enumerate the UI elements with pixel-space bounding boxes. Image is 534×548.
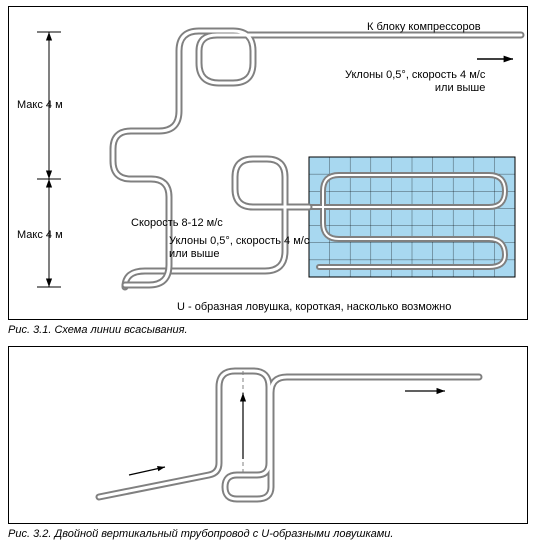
label-speed-vert: Скорость 8-12 м/с <box>131 217 223 230</box>
label-slope-mid: Уклоны 0,5°, скорость 4 м/с или выше <box>169 235 309 261</box>
label-compressor: К блоку компрессоров <box>367 21 481 34</box>
figure-1-svg <box>9 7 527 319</box>
figure-2-svg <box>9 347 527 523</box>
label-max4-top: Макс 4 м <box>17 99 63 112</box>
figure-2-panel <box>8 346 528 524</box>
figure-2-caption: Рис. 3.2. Двойной вертикальный трубопров… <box>8 528 393 540</box>
label-slope-top: Уклоны 0,5°, скорость 4 м/с или выше <box>345 69 485 95</box>
figure-1-caption: Рис. 3.1. Схема линии всасывания. <box>8 324 188 336</box>
label-u-trap: U - образная ловушка, короткая, наскольк… <box>177 301 451 314</box>
label-max4-bot: Макс 4 м <box>17 229 63 242</box>
figure-1-panel: К блоку компрессоров Уклоны 0,5°, скорос… <box>8 6 528 320</box>
